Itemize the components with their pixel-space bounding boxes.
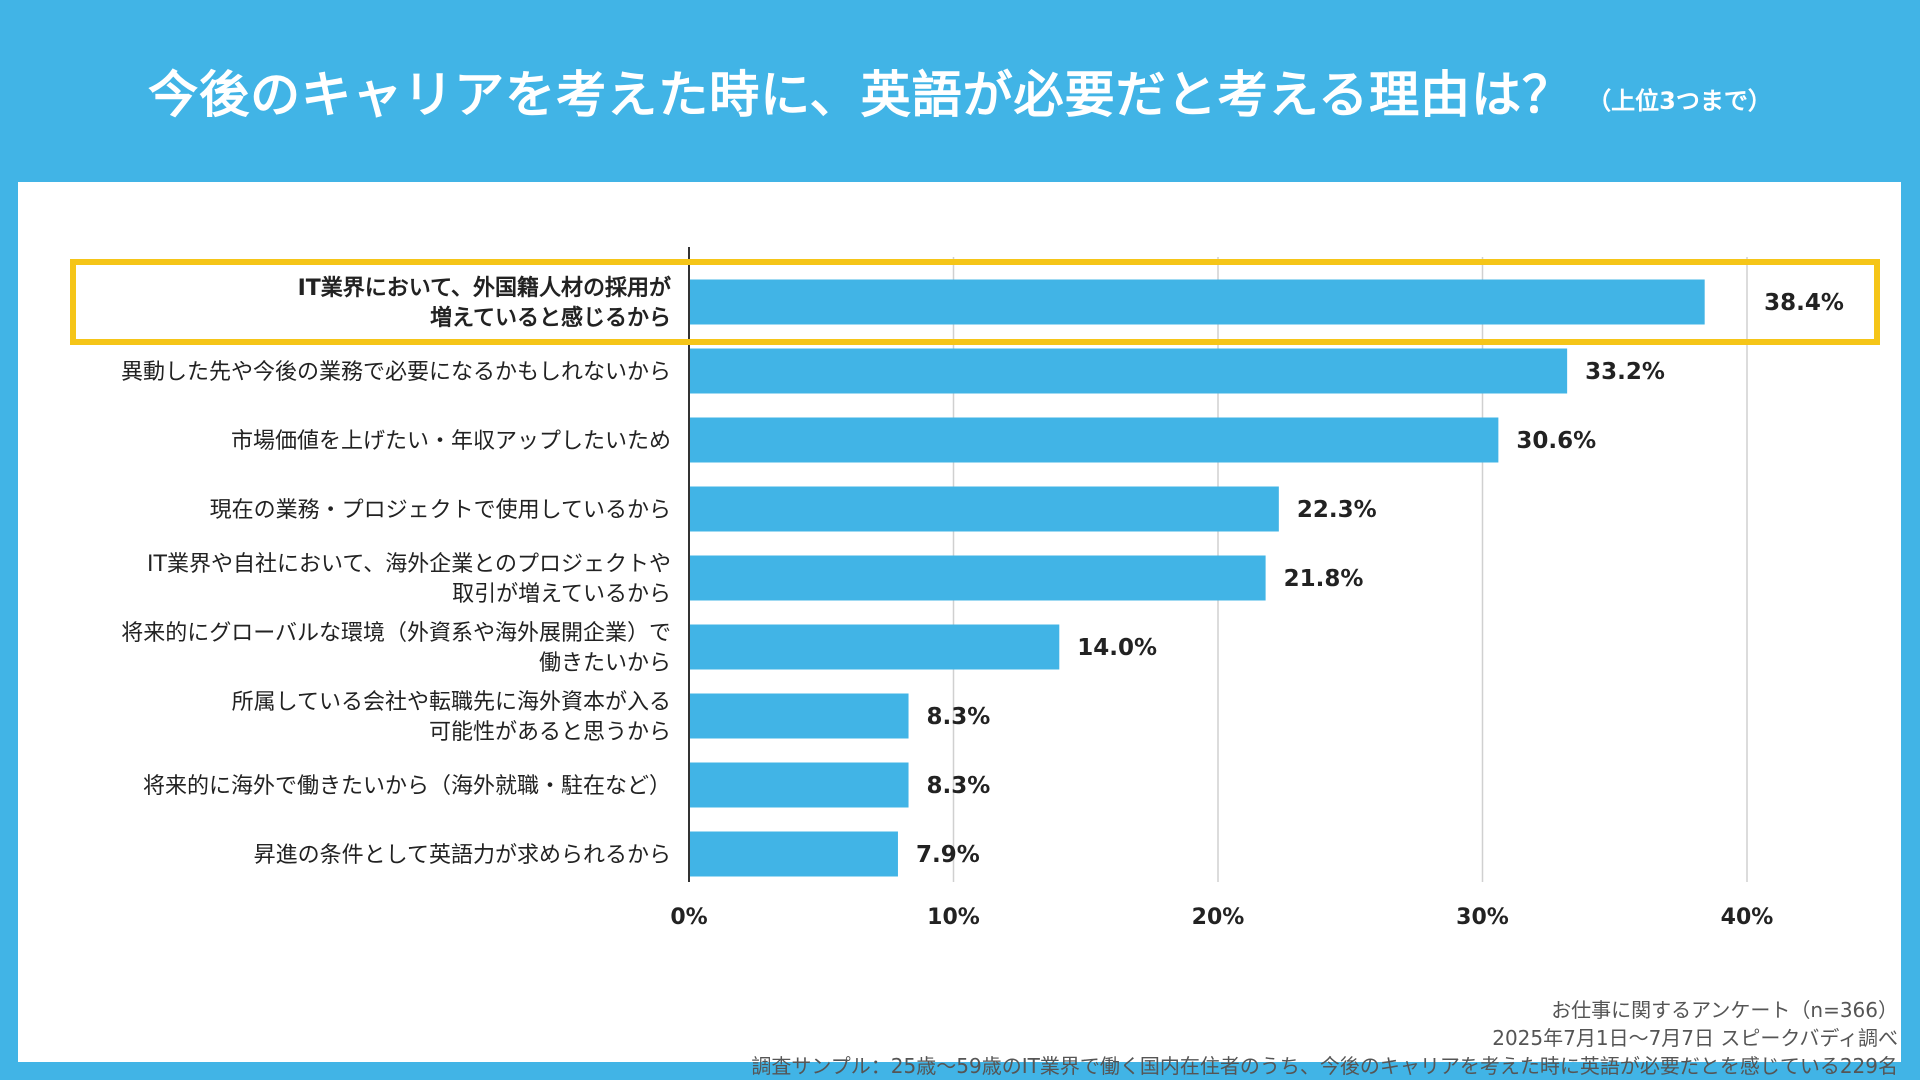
value-label: 14.0% <box>1077 635 1157 661</box>
category-label: 所属している会社や転職先に海外資本が入る <box>232 690 671 715</box>
x-tick-label: 40% <box>1721 905 1774 930</box>
survey-date: 2025年7月1日〜7月7日 スピークバディ調べ <box>1492 1026 1898 1050</box>
category-label: 将来的にグローバルな環境（外資系や海外展開企業）で <box>121 621 671 646</box>
category-label: IT業界において、外国籍人材の採用が <box>298 275 671 301</box>
page-title: 今後のキャリアを考えた時に、英語が必要だと考える理由は？ <box>148 66 1574 124</box>
x-tick-label: 0% <box>670 905 707 930</box>
value-label: 8.3% <box>927 704 991 730</box>
x-tick-label: 30% <box>1456 905 1509 930</box>
highlight-box <box>70 259 1880 345</box>
value-label: 22.3% <box>1297 497 1377 523</box>
survey-sample: 調査サンプル：25歳〜59歳のIT業界で働く国内在住者のうち、今後のキャリアを考… <box>751 1054 1898 1078</box>
bar <box>689 624 1060 670</box>
category-label: 異動した先や今後の業務で必要になるかもしれないから <box>121 360 671 385</box>
category-label: 昇進の条件として英語力が求められるから <box>254 843 671 868</box>
bar <box>689 348 1568 394</box>
value-label: 21.8% <box>1284 566 1364 592</box>
bar <box>689 279 1705 325</box>
value-label: 8.3% <box>927 773 991 799</box>
category-label: 現在の業務・プロジェクトで使用しているから <box>210 498 671 523</box>
value-label: 7.9% <box>916 842 980 868</box>
category-label: 働きたいから <box>539 651 671 676</box>
footer: お仕事に関するアンケート（n=366） 2025年7月1日〜7月7日 スピークバ… <box>751 996 1898 1080</box>
bar <box>689 555 1266 601</box>
bar-chart: 0% 10% 20% 30% 40% IT業界において、外国籍人材の採用が増えていると感じ… <box>70 247 1880 930</box>
category-label: 取引が増えているから <box>452 582 671 607</box>
bar <box>689 693 909 739</box>
category-label: 可能性があると思うから <box>429 720 671 745</box>
survey-name: お仕事に関するアンケート（n=366） <box>1551 998 1898 1022</box>
category-label: 市場価値を上げたい・年収アップしたいため <box>231 429 671 454</box>
bar <box>689 486 1279 532</box>
x-tick-label: 10% <box>927 905 980 930</box>
bar <box>689 831 898 877</box>
category-label: 将来的に海外で働きたいから（海外就職・駐在など） <box>143 774 671 799</box>
value-label: 38.4% <box>1764 290 1844 316</box>
category-label: 増えていると感じるから <box>430 305 671 331</box>
bar <box>689 762 909 808</box>
x-tick-label: 20% <box>1192 905 1245 930</box>
header: 今後のキャリアを考えた時に、英語が必要だと考える理由は？ （上位3つまで） <box>0 0 1920 182</box>
value-label: 33.2% <box>1585 359 1665 385</box>
chart-panel: 0% 10% 20% 30% 40% IT業界において、外国籍人材の採用が増えていると感じ… <box>18 182 1901 1062</box>
bar <box>689 417 1499 463</box>
title-note: （上位3つまで） <box>1587 86 1772 115</box>
category-label: IT業界や自社において、海外企業とのプロジェクトや <box>147 552 671 577</box>
value-label: 30.6% <box>1516 428 1596 454</box>
